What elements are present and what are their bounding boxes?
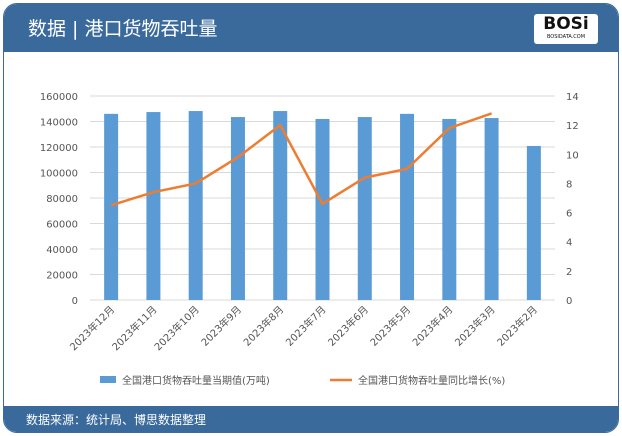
bar bbox=[230, 117, 245, 300]
y-right-tick: 8 bbox=[566, 179, 572, 190]
logo: BOSi BOSIDATA.COM bbox=[534, 14, 598, 44]
bar bbox=[526, 145, 541, 300]
x-tick: 2023年8月 bbox=[241, 303, 287, 349]
y-right-tick: 10 bbox=[566, 150, 579, 161]
y-right-tick: 2 bbox=[566, 267, 572, 278]
y-right-tick: 12 bbox=[566, 121, 579, 132]
bar bbox=[315, 118, 330, 300]
x-tick: 2023年9月 bbox=[198, 303, 244, 349]
y-right-tick: 4 bbox=[566, 238, 572, 249]
bar bbox=[146, 112, 161, 300]
y-left-tick: 20000 bbox=[46, 271, 78, 282]
bar bbox=[442, 118, 457, 300]
x-tick: 2023年10月 bbox=[151, 303, 201, 353]
bar bbox=[484, 118, 499, 301]
header: 数据 | 港口货物吞吐量 BOSi BOSIDATA.COM bbox=[4, 4, 618, 52]
page-title: 数据 | 港口货物吞吐量 bbox=[28, 18, 218, 40]
y-right-tick: 14 bbox=[566, 92, 579, 103]
bar bbox=[400, 113, 415, 300]
y-right-tick: 0 bbox=[566, 296, 572, 307]
bar bbox=[188, 111, 203, 300]
bar bbox=[357, 117, 372, 300]
y-left-tick: 0 bbox=[72, 296, 78, 307]
bar bbox=[104, 113, 119, 300]
legend-label-bar: 全国港口货物吞吐量当期值(万吨) bbox=[122, 374, 270, 387]
footer: 数据来源：统计局、博思数据整理 bbox=[4, 406, 618, 432]
x-tick: 2023年3月 bbox=[452, 303, 498, 349]
y-left-tick: 60000 bbox=[46, 220, 78, 231]
y-left-tick: 160000 bbox=[40, 92, 78, 103]
y-left-tick: 140000 bbox=[40, 118, 78, 129]
source-text: 数据来源：统计局、博思数据整理 bbox=[26, 413, 207, 427]
x-tick: 2023年7月 bbox=[283, 303, 329, 349]
y-left-tick: 120000 bbox=[40, 143, 78, 154]
bar bbox=[273, 111, 288, 300]
line-series bbox=[110, 112, 492, 207]
y-right-tick: 6 bbox=[566, 209, 572, 220]
y-left-tick: 100000 bbox=[40, 169, 78, 180]
legend-label-line: 全国港口货物吞吐量同比增长(%) bbox=[358, 374, 505, 387]
x-tick: 2023年6月 bbox=[325, 303, 371, 349]
legend-swatch-bar bbox=[100, 376, 116, 383]
x-tick: 2023年2月 bbox=[494, 303, 540, 349]
x-tick: 2023年4月 bbox=[410, 303, 456, 349]
y-left-tick: 40000 bbox=[46, 245, 78, 256]
x-tick: 2023年5月 bbox=[367, 303, 413, 349]
y-left-tick: 80000 bbox=[46, 194, 78, 205]
